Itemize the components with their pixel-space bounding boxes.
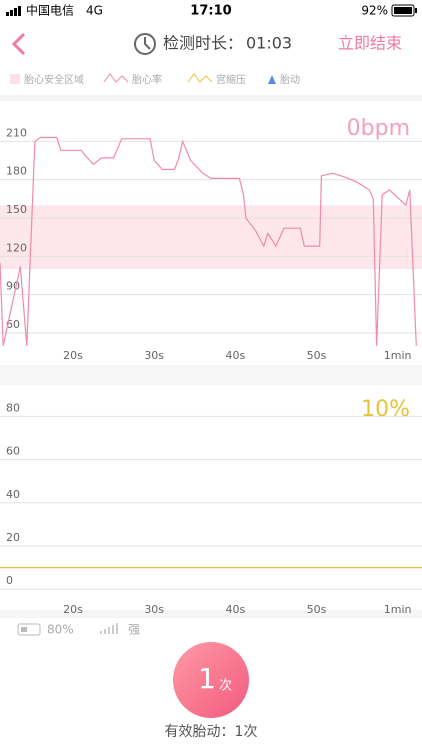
current-value: 10% — [361, 397, 410, 422]
y-tick-label: 60 — [6, 318, 20, 331]
y-tick-label: 60 — [6, 445, 20, 458]
trace-line — [0, 136, 417, 346]
device-signal: 强 — [128, 623, 140, 637]
duration: 01:03 — [246, 34, 292, 53]
legend-label: 胎心率 — [132, 73, 162, 86]
duration-label: 检测时长： — [163, 34, 243, 53]
y-tick-label: 40 — [6, 488, 20, 501]
x-tick-label: 1min — [384, 603, 412, 616]
y-tick-label: 20 — [6, 531, 20, 544]
legend-swatch — [10, 74, 20, 84]
battery-text: 92% — [361, 4, 388, 18]
safe-band — [0, 205, 422, 270]
stop-button[interactable]: 立即结束 — [338, 34, 402, 53]
network: 4G — [86, 4, 103, 18]
clock: 17:10 — [190, 4, 231, 19]
x-tick-label: 50s — [307, 603, 327, 616]
y-tick-label: 180 — [6, 165, 27, 178]
y-tick-label: 0 — [6, 574, 13, 587]
y-tick-label: 150 — [6, 203, 27, 216]
x-tick-label: 20s — [63, 349, 83, 362]
x-tick-label: 30s — [144, 349, 164, 362]
x-tick-label: 40s — [225, 349, 245, 362]
device-battery: 80% — [47, 623, 74, 637]
legend-swatch — [187, 73, 213, 83]
device-signal-icon — [100, 623, 118, 634]
x-tick-label: 1min — [384, 349, 412, 362]
divider — [0, 365, 422, 385]
y-tick-label: 90 — [6, 280, 20, 293]
divider — [0, 95, 422, 101]
current-value: 0bpm — [347, 116, 410, 141]
y-tick-label: 80 — [6, 401, 20, 414]
x-tick-label: 40s — [225, 603, 245, 616]
carrier: 中国电信 — [26, 3, 74, 18]
back-button[interactable] — [11, 32, 26, 56]
x-tick-label: 50s — [307, 349, 327, 362]
movement-button[interactable] — [173, 642, 249, 718]
legend-swatch — [268, 75, 276, 84]
timer-icon — [134, 33, 156, 55]
legend-label: 胎动 — [280, 73, 300, 86]
signal-icon — [6, 6, 21, 16]
divider — [0, 610, 422, 618]
movement-summary: 有效胎动：1次 — [165, 724, 258, 740]
legend-swatch — [103, 73, 129, 83]
y-tick-label: 120 — [6, 241, 27, 254]
battery-icon — [391, 4, 417, 17]
x-tick-label: 30s — [144, 603, 164, 616]
device-battery-icon — [17, 623, 41, 636]
x-tick-label: 20s — [63, 603, 83, 616]
movement-count: 1 — [198, 662, 216, 695]
legend-label: 胎心安全区域 — [24, 73, 84, 86]
movement-unit: 次 — [219, 678, 232, 694]
y-tick-label: 210 — [6, 126, 27, 139]
legend-label: 宫缩压 — [216, 73, 246, 86]
